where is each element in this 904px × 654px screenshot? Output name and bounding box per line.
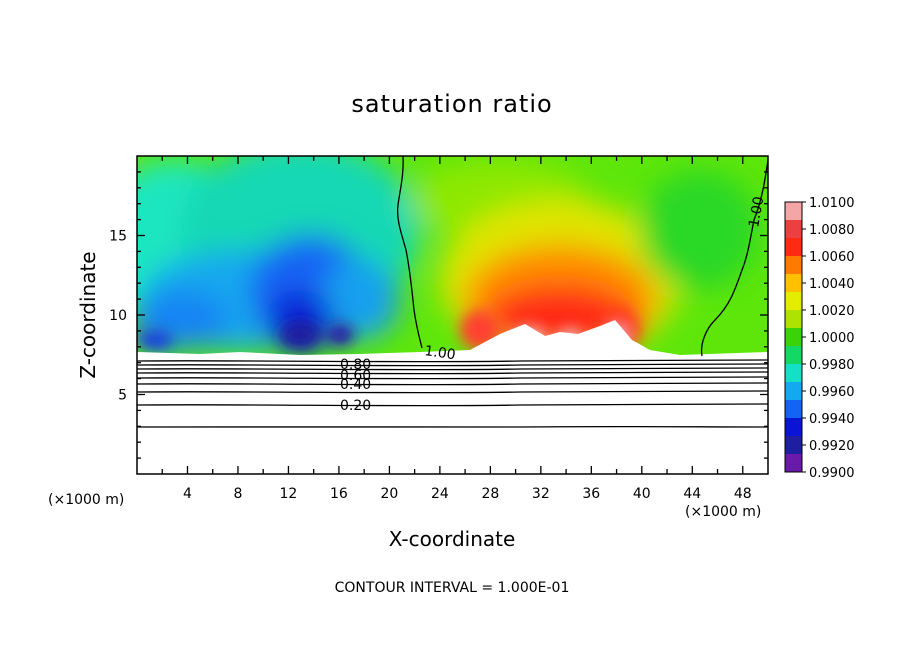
colorbar-tick-label: 1.0080 bbox=[809, 223, 855, 238]
x-tick-label: 8 bbox=[233, 486, 242, 502]
colorbar-swatch bbox=[785, 346, 802, 365]
x-axis-label: X-coordinate bbox=[389, 527, 516, 551]
colorbar-tick-label: 0.9980 bbox=[809, 358, 855, 373]
colorbar-swatch bbox=[785, 220, 802, 239]
y-axis: 5 10 15 bbox=[109, 171, 768, 459]
contour-label-100-left: 1.00 bbox=[423, 343, 456, 363]
contour-1.00-right bbox=[700, 159, 768, 357]
x-tick-label: 4 bbox=[183, 486, 192, 502]
contour-label-020: 0.20 bbox=[340, 398, 371, 414]
colorbar-tick-label: 1.0040 bbox=[809, 277, 855, 292]
colorbar-tick-label: 1.0060 bbox=[809, 250, 855, 265]
contour-label-080: 0.80 bbox=[340, 357, 371, 373]
contour-1.00-left bbox=[396, 156, 423, 349]
x-tick-label: 12 bbox=[280, 486, 298, 502]
x-unit-left: (×1000 m) bbox=[48, 492, 124, 508]
colorbar-swatch bbox=[785, 418, 802, 437]
x-tick-label: 16 bbox=[330, 486, 348, 502]
colorbar-swatch bbox=[785, 256, 802, 275]
x-tick-label: 32 bbox=[532, 486, 550, 502]
colorbar-swatch bbox=[785, 328, 802, 347]
x-tick-label: 36 bbox=[582, 486, 600, 502]
y-tick-label: 10 bbox=[109, 308, 127, 324]
colorbar-tick-label: 1.0100 bbox=[809, 196, 855, 211]
colorbar: 1.0100 1.0080 1.0060 1.0040 1.0020 1.0000 0.99… bbox=[784, 196, 855, 481]
colorbar-tick-label: 1.0000 bbox=[809, 331, 855, 346]
colorbar-tick-label: 0.9960 bbox=[809, 385, 855, 400]
colorbar-tick-label: 0.9940 bbox=[809, 412, 855, 427]
colorbar-swatch bbox=[785, 436, 802, 455]
x-tick-label: 28 bbox=[481, 486, 499, 502]
x-unit-right: (×1000 m) bbox=[685, 504, 761, 520]
colorbar-swatch bbox=[785, 310, 802, 329]
contour-label-100-right: 1.00 bbox=[746, 195, 767, 228]
colorbar-swatch bbox=[785, 400, 802, 419]
x-tick-label: 24 bbox=[431, 486, 449, 502]
x-axis: 4 8 12 16 20 24 28 32 36 40 44 48 bbox=[161, 156, 752, 502]
x-tick-label: 44 bbox=[683, 486, 701, 502]
plot-area bbox=[137, 156, 768, 474]
colorbar-swatch bbox=[785, 292, 802, 311]
contour-label-040: 0.40 bbox=[340, 377, 371, 393]
contour-labels: 0.80 0.60 0.40 0.20 1.00 1.00 bbox=[340, 195, 767, 414]
colorbar-tick-label: 0.9920 bbox=[809, 439, 855, 454]
contour-interval-note: CONTOUR INTERVAL = 1.000E-01 bbox=[335, 580, 570, 596]
x-tick-label: 20 bbox=[380, 486, 398, 502]
colorbar-swatch bbox=[785, 274, 802, 293]
colorbar-tick-label: 1.0020 bbox=[809, 304, 855, 319]
colorbar-swatch bbox=[785, 202, 802, 221]
x-tick-label: 40 bbox=[633, 486, 651, 502]
colorbar-swatch bbox=[785, 382, 802, 401]
heatmap-field bbox=[137, 156, 768, 474]
colorbar-swatch bbox=[785, 364, 802, 383]
contour-label-060: 0.60 bbox=[340, 368, 371, 384]
x-tick-label: 48 bbox=[734, 486, 752, 502]
chart-title: saturation ratio bbox=[351, 90, 552, 118]
y-axis-label: Z-coordinate bbox=[76, 251, 100, 378]
colorbar-swatch bbox=[785, 238, 802, 257]
contour-lines bbox=[137, 156, 768, 428]
colorbar-tick-label: 0.9900 bbox=[809, 466, 855, 481]
colorbar-swatch bbox=[785, 454, 802, 473]
y-tick-label: 5 bbox=[118, 388, 127, 404]
y-tick-label: 15 bbox=[109, 229, 127, 245]
